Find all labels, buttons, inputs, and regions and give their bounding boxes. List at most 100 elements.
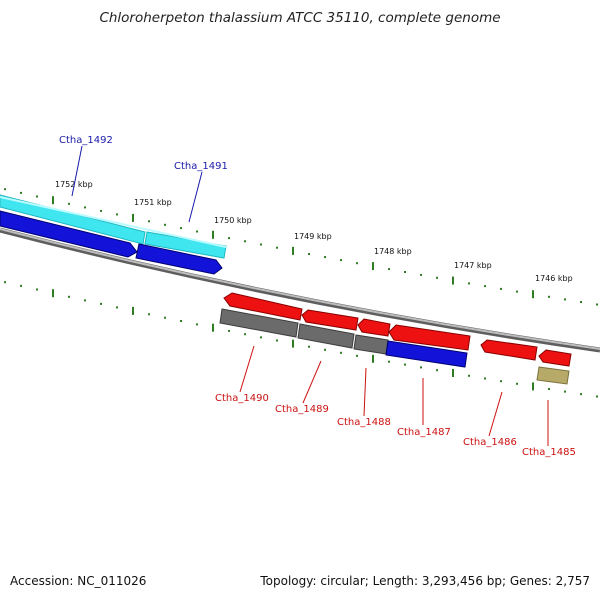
outer-ring-minor-tick (484, 285, 486, 288)
outer-ring-minor-tick (388, 268, 390, 271)
outer-ring-major-tick (212, 230, 214, 239)
kbp-label-1746: 1746 kbp (535, 274, 573, 283)
cyan-highlight (0, 196, 227, 248)
inner-ring-minor-tick (116, 306, 118, 309)
leader-ctha-1492 (71, 145, 83, 197)
leader-ctha-1491 (188, 171, 203, 223)
inner-ring-minor-tick (276, 339, 278, 342)
inner-ring-minor-tick (420, 366, 422, 369)
inner-ring-minor-tick (36, 288, 38, 291)
inner-ring-minor-tick (564, 390, 566, 393)
gene-ctha-1492-blue[interactable] (0, 210, 138, 258)
outer-ring-minor-tick (436, 276, 438, 279)
gene-label-ctha-1490[interactable]: Ctha_1490 (215, 393, 269, 404)
gene-label-ctha-1487[interactable]: Ctha_1487 (397, 427, 451, 438)
inner-ring-minor-tick (228, 329, 230, 332)
inner-ring-minor-tick (260, 336, 262, 339)
outer-ring-minor-tick (564, 298, 566, 301)
inner-ring-major-tick (52, 289, 54, 298)
gene-ctha-1489-gray[interactable] (297, 323, 355, 349)
inner-ring-minor-tick (596, 395, 598, 398)
accession-text: Accession: NC_011026 (10, 574, 147, 588)
inner-ring-minor-tick (484, 377, 486, 380)
outer-ring-minor-tick (596, 303, 598, 306)
outer-ring-minor-tick (468, 282, 470, 285)
inner-ring-minor-tick (196, 323, 198, 326)
gene-label-ctha-1488[interactable]: Ctha_1488 (337, 417, 391, 428)
leader-ctha-1486 (488, 391, 503, 437)
outer-ring-major-tick (52, 196, 54, 205)
inner-tick-ring (4, 281, 598, 398)
gene-ctha-1487-blue[interactable] (385, 340, 468, 368)
inner-ring-minor-tick (436, 369, 438, 372)
outer-ring-minor-tick (20, 191, 22, 194)
inner-ring-minor-tick (180, 320, 182, 322)
outer-ring-major-tick (532, 290, 534, 299)
outer-ring-minor-tick (516, 290, 518, 293)
kbp-label-1747: 1747 kbp (454, 261, 492, 270)
gene-label-ctha-1486[interactable]: Ctha_1486 (463, 437, 517, 448)
genome-stats-text: Topology: circular; Length: 3,293,456 bp… (260, 574, 590, 588)
inner-ring-minor-tick (148, 313, 150, 316)
gene-label-ctha-1492[interactable]: Ctha_1492 (59, 135, 113, 146)
kbp-label-1749: 1749 kbp (294, 232, 332, 241)
outer-ring-minor-tick (580, 301, 582, 303)
outer-ring-minor-tick (356, 262, 358, 265)
outer-ring-minor-tick (260, 243, 262, 246)
inner-ring-major-tick (212, 323, 214, 332)
inner-ring-minor-tick (324, 348, 326, 351)
inner-ring-major-tick (132, 306, 134, 315)
gene-label-ctha-1489[interactable]: Ctha_1489 (275, 404, 329, 415)
gene-ctha-1487-red[interactable] (388, 324, 471, 351)
gene-ctha-1488-red[interactable] (357, 318, 391, 337)
outer-ring-minor-tick (100, 209, 102, 212)
outer-tick-ring (4, 188, 598, 306)
outer-ring-minor-tick (164, 223, 166, 226)
outer-ring-minor-tick (324, 256, 326, 259)
genome-title: Chloroherpeton thalassium ATCC 35110, co… (99, 10, 501, 26)
inner-ring-minor-tick (84, 299, 86, 302)
gene-ctha-1485-red[interactable] (538, 349, 572, 367)
gene-ctha-1488-gray[interactable] (353, 334, 389, 355)
inner-ring-minor-tick (516, 382, 518, 385)
inner-ring-minor-tick (548, 388, 550, 390)
inner-ring-major-tick (532, 382, 534, 391)
outer-ring-minor-tick (340, 259, 342, 262)
outer-ring-major-tick (132, 213, 134, 222)
inner-ring-minor-tick (388, 360, 390, 363)
outer-ring-minor-tick (228, 237, 230, 240)
outer-ring-minor-tick (404, 271, 406, 273)
inner-ring-major-tick (372, 354, 374, 363)
gene-ctha-1490-gray[interactable] (219, 308, 299, 338)
gene-ctha-1485-tan[interactable] (536, 366, 570, 385)
inner-ring-minor-tick (244, 333, 246, 336)
gene-label-ctha-1491[interactable]: Ctha_1491 (174, 161, 228, 172)
outer-ring-minor-tick (420, 273, 422, 276)
outer-ring-major-tick (452, 276, 454, 285)
inner-ring-major-tick (292, 339, 294, 348)
gene-ctha-1490-red[interactable] (223, 292, 303, 321)
inner-ring-minor-tick (68, 295, 70, 298)
outer-ring-minor-tick (276, 246, 278, 249)
gene-label-ctha-1485[interactable]: Ctha_1485 (522, 447, 576, 458)
outer-ring-minor-tick (548, 295, 550, 298)
gene-ctha-1491-blue[interactable] (135, 243, 223, 275)
leader-ctha-1489 (302, 360, 322, 404)
outer-ring-major-tick (372, 262, 374, 271)
outer-ring-minor-tick (116, 213, 118, 216)
inner-ring-minor-tick (500, 380, 502, 383)
gene-ctha-1492-cyan[interactable] (0, 194, 146, 245)
gene-ctha-1489-red[interactable] (301, 309, 359, 331)
inner-ring-minor-tick (404, 363, 406, 366)
outer-ring-minor-tick (500, 287, 502, 290)
gene-ctha-1486-red[interactable] (480, 339, 538, 361)
inner-ring-minor-tick (20, 284, 22, 287)
outer-ring-minor-tick (36, 195, 38, 198)
inner-ring-minor-tick (356, 354, 358, 357)
outer-ring-minor-tick (84, 206, 86, 209)
inner-ring-minor-tick (468, 374, 470, 377)
outer-ring-minor-tick (180, 227, 182, 230)
inner-ring-minor-tick (340, 351, 342, 354)
